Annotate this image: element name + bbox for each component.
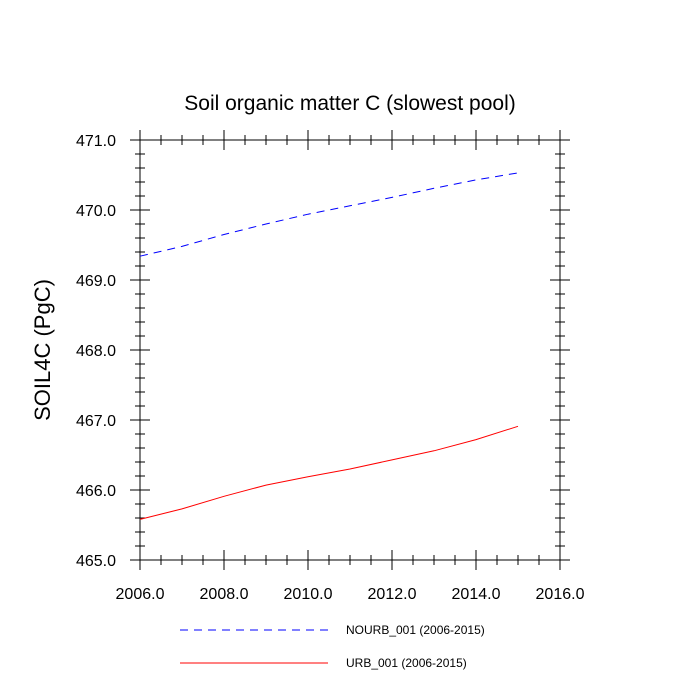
y-tick-label: 467.0 <box>76 413 116 430</box>
x-tick-label: 2012.0 <box>368 586 417 603</box>
y-tick-label: 471.0 <box>76 133 116 150</box>
y-tick-label: 470.0 <box>76 203 116 220</box>
series-line-2 <box>139 425 519 520</box>
y-tick-label: 469.0 <box>76 273 116 290</box>
x-tick-label: 2008.0 <box>200 586 249 603</box>
x-tick-label: 2006.0 <box>116 586 165 603</box>
y-tick-label: 465.0 <box>76 553 116 570</box>
plot-frame <box>139 139 561 561</box>
x-tick-label: 2016.0 <box>536 586 585 603</box>
y-tick-label: 468.0 <box>76 343 116 360</box>
chart-title: Soil organic matter C (slowest pool) <box>184 92 515 115</box>
y-tick-label: 466.0 <box>76 483 116 500</box>
x-tick-label: 2014.0 <box>452 586 501 603</box>
legend: NOURB_001 (2006-2015) URB_001 (2006-2015) <box>180 623 485 670</box>
legend-label-1: NOURB_001 (2006-2015) <box>346 623 485 637</box>
series-layer <box>139 172 519 520</box>
legend-label-2: URB_001 (2006-2015) <box>346 656 467 670</box>
y-axis-label: SOIL4C (PgC) <box>30 279 55 421</box>
series-line-1 <box>139 172 519 257</box>
axis-ticks: 2006.0 2008.0 2010.0 2012.0 2014.0 2016.0 465.… <box>76 130 585 603</box>
x-tick-label: 2010.0 <box>284 586 333 603</box>
